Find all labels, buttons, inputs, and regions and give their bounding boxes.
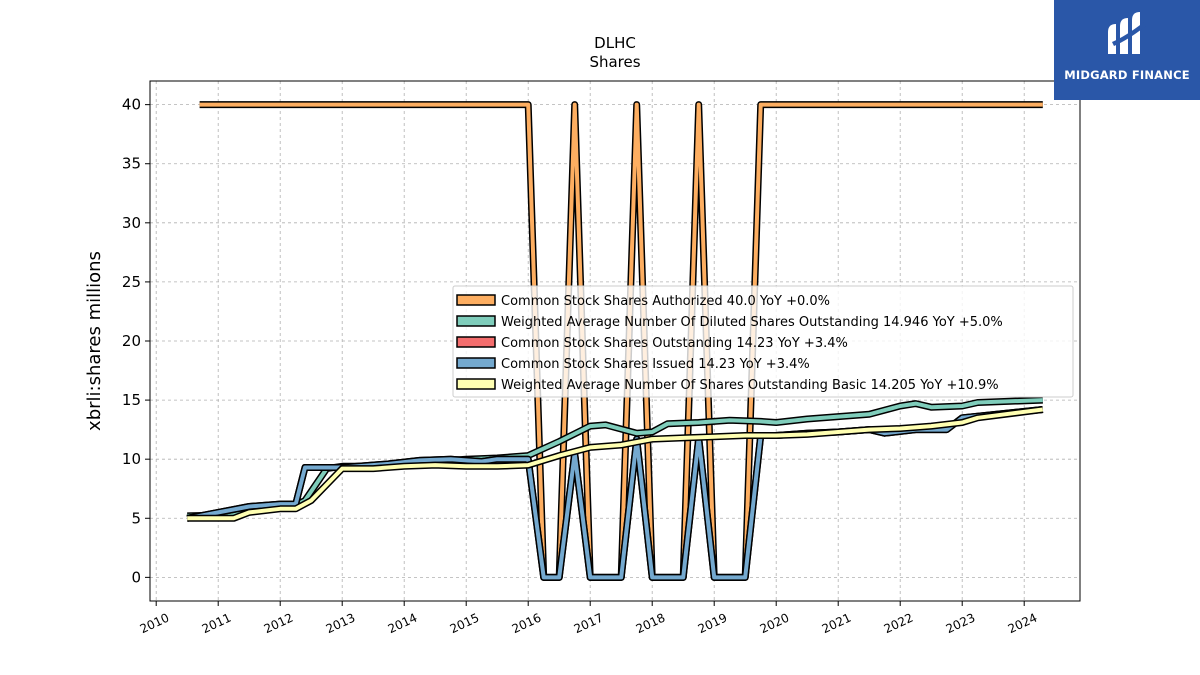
x-tick-label: 2019 xyxy=(696,611,730,637)
x-tick-label: 2021 xyxy=(820,611,854,637)
x-tick-label: 2011 xyxy=(200,611,234,637)
y-axis-label: xbrli:shares millions xyxy=(84,251,105,431)
x-tick-label: 2020 xyxy=(758,611,792,637)
legend-swatch xyxy=(456,378,496,390)
chart-subtitle: Shares xyxy=(589,53,640,71)
legend: Common Stock Shares Authorized 40.0 YoY … xyxy=(452,285,1074,398)
x-tick-label: 2018 xyxy=(634,611,668,637)
series-line xyxy=(187,407,1044,521)
y-tick-label: 25 xyxy=(122,273,141,291)
y-tick-label: 0 xyxy=(131,568,141,586)
x-tick-label: 2016 xyxy=(510,611,544,637)
chart-title: DLHC xyxy=(594,34,636,52)
x-tick-label: 2010 xyxy=(138,611,172,637)
legend-label: Common Stock Shares Outstanding 14.23 Yo… xyxy=(501,336,848,351)
brand-logo-mark xyxy=(1108,12,1146,54)
legend-label: Weighted Average Number Of Diluted Share… xyxy=(501,315,1003,330)
x-tick-label: 2017 xyxy=(572,611,606,637)
legend-swatch xyxy=(456,336,496,348)
legend-swatch xyxy=(456,357,496,369)
y-tick-label: 5 xyxy=(131,509,141,527)
y-tick-label: 10 xyxy=(122,450,141,468)
brand-logo: MIDGARD FINANCE xyxy=(1054,0,1200,100)
y-tick-label: 20 xyxy=(122,332,141,350)
legend-label: Common Stock Shares Authorized 40.0 YoY … xyxy=(501,294,830,309)
x-tick-label: 2014 xyxy=(386,611,420,637)
x-tick-label: 2015 xyxy=(448,611,482,637)
y-tick-label: 30 xyxy=(122,214,141,232)
legend-swatch xyxy=(456,315,496,327)
legend-swatch xyxy=(456,294,496,306)
series-5 xyxy=(187,406,1044,522)
brand-logo-text: MIDGARD FINANCE xyxy=(1064,68,1190,82)
legend-box xyxy=(452,285,1074,398)
y-tick-label: 35 xyxy=(122,155,141,173)
x-tick-label: 2022 xyxy=(882,611,916,637)
y-tick-label: 40 xyxy=(122,96,141,114)
x-axis-ticks: 2010 2011 2012 2013 2014 2015 2016 2017 2018 2019… xyxy=(138,601,1040,637)
x-tick-label: 2023 xyxy=(944,611,978,637)
legend-label: Common Stock Shares Issued 14.23 YoY +3.… xyxy=(501,357,810,372)
x-tick-label: 2013 xyxy=(324,611,358,637)
legend-label: Weighted Average Number Of Shares Outsta… xyxy=(501,378,999,393)
x-tick-label: 2012 xyxy=(262,611,296,637)
y-axis-ticks: 0 5 10 15 20 25 30 35 40 xyxy=(122,96,150,586)
y-tick-label: 15 xyxy=(122,391,141,409)
x-tick-label: 2024 xyxy=(1006,611,1040,637)
